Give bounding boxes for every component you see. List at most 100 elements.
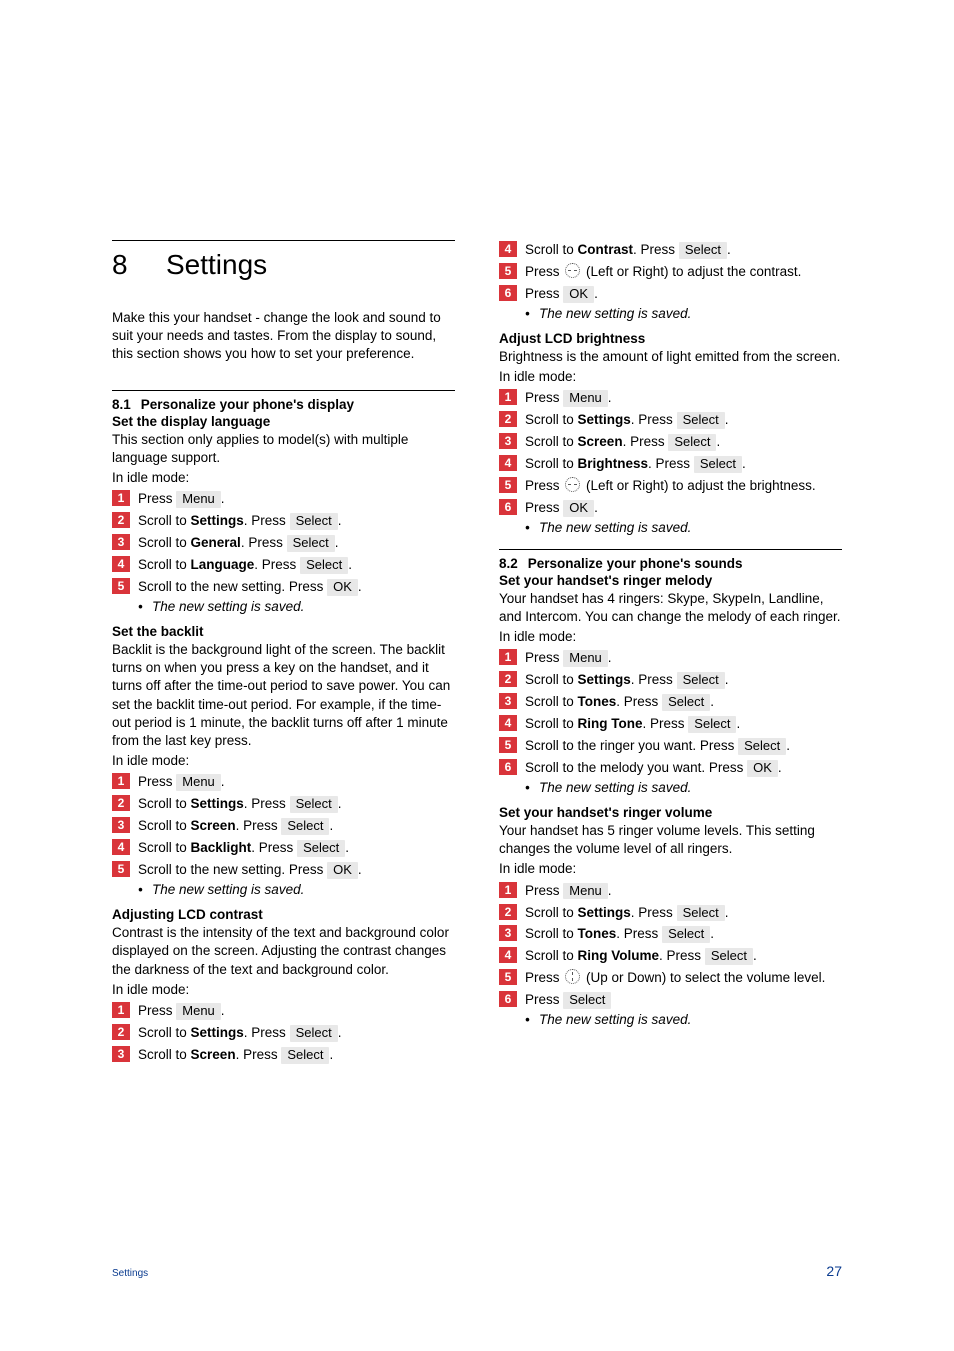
ok-key: OK xyxy=(327,862,358,879)
step-3: 3Scroll to General. Press Select. xyxy=(112,533,455,554)
section-title: Personalize your phone's display xyxy=(141,397,354,412)
step-6: 6Scroll to the melody you want. Press OK… xyxy=(499,758,842,779)
nav-left-right-icon xyxy=(565,263,580,278)
idle-label: In idle mode: xyxy=(112,469,455,487)
section-8-1-heading: 8.1 Personalize your phone's display xyxy=(112,397,455,412)
select-key: Select xyxy=(677,672,725,689)
select-key: Select xyxy=(738,738,786,755)
step-3: 3Scroll to Tones. Press Select. xyxy=(499,924,842,945)
step-badge: 1 xyxy=(499,882,517,898)
step-3: 3Scroll to Screen. Press Select. xyxy=(499,432,842,453)
result-text: The new setting is saved. xyxy=(152,599,455,614)
idle-label: In idle mode: xyxy=(499,860,842,878)
backlit-steps: 1Press Menu. 2Scroll to Settings. Press … xyxy=(112,772,455,881)
brightness-subheading: Adjust LCD brightness xyxy=(499,331,842,346)
select-key: Select xyxy=(281,1047,329,1064)
step-5: 5Scroll to the new setting. Press OK. xyxy=(112,860,455,881)
select-key: Select xyxy=(290,1025,338,1042)
step-2: 2Scroll to Settings. Press Select. xyxy=(112,511,455,532)
contrast-steps-a: 1Press Menu. 2Scroll to Settings. Press … xyxy=(112,1001,455,1066)
menu-key: Menu xyxy=(176,774,221,791)
brightness-result: The new setting is saved. xyxy=(499,520,842,535)
section-title: Personalize your phone's sounds xyxy=(528,556,743,571)
nav-up-down-icon xyxy=(565,969,580,984)
step-badge: 3 xyxy=(112,817,130,833)
result-text: The new setting is saved. xyxy=(539,780,842,795)
lang-steps: 1 Press Menu. 2Scroll to Settings. Press … xyxy=(112,489,455,598)
step-3: 3Scroll to Tones. Press Select. xyxy=(499,692,842,713)
volume-steps: 1Press Menu. 2Scroll to Settings. Press … xyxy=(499,881,842,1012)
step-1: 1Press Menu. xyxy=(499,648,842,669)
step-badge: 3 xyxy=(499,925,517,941)
step-badge: 1 xyxy=(112,490,130,506)
menu-key: Menu xyxy=(176,491,221,508)
step-badge: 5 xyxy=(499,969,517,985)
step-1: 1Press Menu. xyxy=(112,1001,455,1022)
step-1: 1Press Menu. xyxy=(112,772,455,793)
select-key: Select xyxy=(668,434,716,451)
step-6: 6Press OK. xyxy=(499,498,842,519)
idle-label: In idle mode: xyxy=(112,981,455,999)
step-4: 4Scroll to Brightness. Press Select. xyxy=(499,454,842,475)
menu-key: Menu xyxy=(563,883,608,900)
step-badge: 1 xyxy=(499,389,517,405)
result-text: The new setting is saved. xyxy=(539,306,842,321)
step-4: 4Scroll to Backlight. Press Select. xyxy=(112,838,455,859)
step-badge: 5 xyxy=(112,861,130,877)
lang-desc: This section only applies to model(s) wi… xyxy=(112,431,455,467)
step-badge: 2 xyxy=(112,1024,130,1040)
chapter-heading: 8 Settings xyxy=(112,249,455,281)
step-2: 2Scroll to Settings. Press Select. xyxy=(112,794,455,815)
section-rule xyxy=(499,549,842,550)
ok-key: OK xyxy=(563,500,594,517)
step-4: 4Scroll to Contrast. Press Select. xyxy=(499,240,842,261)
select-key: Select xyxy=(677,412,725,429)
select-key: Select xyxy=(677,905,725,922)
step-1: 1Press Menu. xyxy=(499,388,842,409)
step-badge: 6 xyxy=(499,499,517,515)
manual-page: 8 Settings Make this your handset - chan… xyxy=(0,0,954,1117)
select-key: Select xyxy=(297,840,345,857)
step-badge: 2 xyxy=(499,411,517,427)
chapter-intro: Make this your handset - change the look… xyxy=(112,309,455,364)
menu-key: Menu xyxy=(176,1003,221,1020)
select-key: Select xyxy=(662,926,710,943)
two-column-layout: 8 Settings Make this your handset - chan… xyxy=(112,240,842,1067)
contrast-result: The new setting is saved. xyxy=(499,306,842,321)
step-1: 1Press Menu. xyxy=(499,881,842,902)
section-number: 8.1 xyxy=(112,397,131,412)
step-6: 6Press Select xyxy=(499,990,842,1011)
step-badge: 3 xyxy=(499,433,517,449)
step-5: 5Press (Left or Right) to adjust the con… xyxy=(499,262,842,283)
step-2: 2Scroll to Settings. Press Select. xyxy=(499,410,842,431)
step-badge: 1 xyxy=(112,1002,130,1018)
step-badge: 3 xyxy=(112,1046,130,1062)
step-5: 5Scroll to the ringer you want. Press Se… xyxy=(499,736,842,757)
nav-left-right-icon xyxy=(565,477,580,492)
select-key: Select xyxy=(290,513,338,530)
chapter-rule xyxy=(112,240,455,241)
step-badge: 2 xyxy=(112,795,130,811)
step-2: 2Scroll to Settings. Press Select. xyxy=(112,1023,455,1044)
volume-subheading: Set your handset's ringer volume xyxy=(499,805,842,820)
lang-result: The new setting is saved. xyxy=(112,599,455,614)
melody-result: The new setting is saved. xyxy=(499,780,842,795)
period: . xyxy=(221,491,225,506)
step-badge: 2 xyxy=(499,671,517,687)
backlit-desc: Backlit is the background light of the s… xyxy=(112,641,455,750)
result-text: The new setting is saved. xyxy=(539,520,842,535)
backlit-subheading: Set the backlit xyxy=(112,624,455,639)
page-footer: Settings 27 xyxy=(112,1263,842,1279)
section-number: 8.2 xyxy=(499,556,518,571)
select-key: Select xyxy=(563,992,611,1009)
step-1: 1 Press Menu. xyxy=(112,489,455,510)
step-2: 2Scroll to Settings. Press Select. xyxy=(499,903,842,924)
press-word: Press xyxy=(138,491,176,506)
step-badge: 6 xyxy=(499,285,517,301)
step-5: 5Scroll to the new setting. Press OK. xyxy=(112,577,455,598)
step-3: 3Scroll to Screen. Press Select. xyxy=(112,816,455,837)
step-5: 5Press (Up or Down) to select the volume… xyxy=(499,968,842,989)
ok-key: OK xyxy=(747,760,778,777)
step-badge: 3 xyxy=(112,534,130,550)
step-badge: 2 xyxy=(112,512,130,528)
